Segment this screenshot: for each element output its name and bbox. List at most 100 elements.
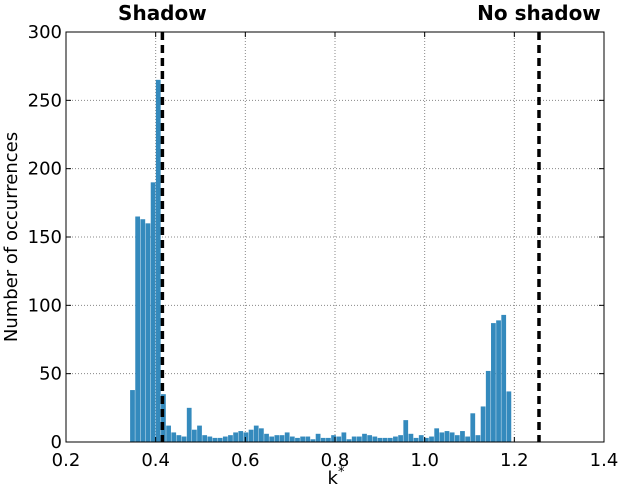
histogram-bar [331,435,336,442]
histogram-bar [465,436,470,442]
histogram-bar [295,437,300,442]
histogram-bar [155,79,161,442]
histogram-bar [284,432,290,442]
histogram-bar [264,433,269,442]
histogram-bar [403,420,409,442]
histogram-bar [449,432,455,442]
histogram-bar [161,394,166,442]
y-tick-label: 0 [51,432,62,453]
x-axis-label: k* [328,465,345,489]
x-tick-label: 0.6 [231,450,260,471]
histogram-bar [367,435,373,442]
histogram-bar [356,436,362,442]
histogram-bar [212,437,218,442]
histogram-bar [243,432,249,442]
histogram-bar [398,435,403,442]
histogram-bar [439,432,445,442]
histogram-bar [346,439,352,442]
histogram-bar [140,219,146,442]
histogram-bar [135,216,141,442]
histogram-bar [259,428,264,442]
annotation-label: Shadow [118,1,207,25]
y-tick-label: 150 [28,227,62,248]
histogram-bar [222,436,228,442]
histogram-bar [485,370,491,442]
x-tick-label: 1.2 [500,450,529,471]
histogram-bar [191,429,197,442]
histogram-bar [351,436,357,442]
histogram-bar [423,437,429,442]
x-axis-label-superscript: * [338,465,345,480]
histogram-bar [217,437,223,442]
x-tick-label: 1.0 [410,450,439,471]
histogram-bar [197,425,202,442]
histogram-bar [315,433,321,442]
histogram-bar [434,428,440,442]
y-tick-label: 300 [28,22,62,43]
histogram-bar [181,436,187,442]
histogram-bar [418,435,424,442]
histogram-bar [393,436,398,442]
histogram-bar [233,432,238,442]
histogram-bar [171,432,177,442]
histogram-bar [300,436,306,442]
histogram-bar [202,435,208,442]
histogram-bar [305,436,311,442]
histogram-bar [408,433,414,442]
histogram-bar [377,437,383,442]
histogram-bar [387,437,393,442]
x-tick-label: 0.4 [141,450,170,471]
histogram-bar [341,432,347,442]
histogram-bar [480,406,486,442]
histogram-bar [491,323,496,442]
x-axis-label-main: k [328,468,339,489]
histogram-bar [429,436,434,442]
x-tick-label: 1.4 [590,450,619,471]
histogram-bar [228,435,233,442]
histogram-bar [444,431,450,442]
histogram-bar [150,182,156,443]
histogram-bar [506,391,512,442]
annotation-label: No shadow [477,1,601,25]
histogram-bar [166,425,171,442]
y-tick-label: 250 [28,90,62,111]
histogram-bar [269,436,275,442]
threshold-lines [160,32,541,442]
y-tick-label: 200 [28,159,62,180]
histogram-bar [176,435,182,442]
x-tick-label: 0.8 [321,450,350,471]
histogram-bar [253,425,259,442]
y-axis-label: Number of occurrences [1,132,22,342]
y-tick-label: 100 [28,295,62,316]
histogram-bar [279,435,285,442]
axis-ticks: 0.2 0.4 0.6 0.8 1.0 1.2 1.4 0 50 100 150 200 250 300 [28,22,619,471]
y-tick-label: 50 [39,364,62,385]
histogram-bar [470,413,476,442]
histogram-bar [274,435,280,442]
histogram-bar [130,390,135,442]
histogram-bar [145,223,151,442]
histogram-bar [413,437,419,442]
histogram-bar [475,435,481,442]
histogram-bar [310,439,316,442]
histogram-bar [289,436,295,442]
histogram-bar [238,431,244,442]
histogram-bars [130,79,512,443]
histogram-bar [326,437,331,442]
histogram-bar [382,437,388,442]
histogram-bar [501,314,507,442]
histogram-bar [248,429,254,442]
histogram-bar [320,437,326,442]
histogram-bar [186,407,192,442]
histogram-bar [460,431,465,442]
x-tick-label: 0.2 [52,450,81,471]
histogram-bar [362,433,367,442]
histogram-bar [496,320,501,442]
histogram-bar [454,435,460,442]
annotations: Shadow No shadow [118,1,601,25]
histogram-bar [336,436,342,442]
grid-lines [66,32,604,442]
histogram-bar [207,436,213,442]
histogram-bar [372,436,378,442]
